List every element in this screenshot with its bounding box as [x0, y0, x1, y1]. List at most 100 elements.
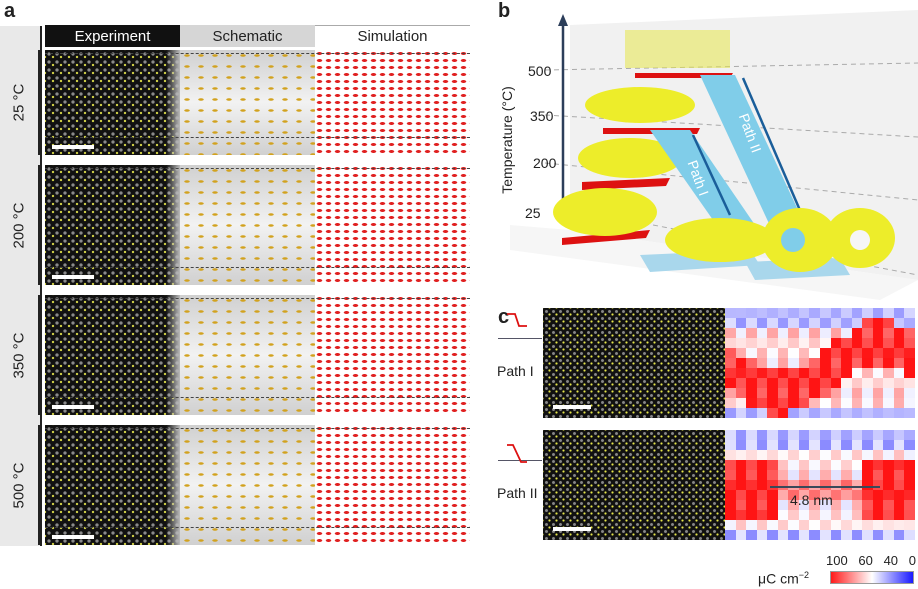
heatmap-cell: [883, 530, 894, 540]
heatmap-cell: [746, 470, 757, 480]
heatmap-cell: [862, 500, 873, 510]
colorbar: [830, 571, 914, 584]
heatmap-cell: [809, 388, 820, 398]
heatmap-cell: [777, 450, 789, 460]
colorbar-unit-text: μC cm: [758, 570, 799, 587]
heatmap-cell: [767, 408, 778, 418]
heatmap-cell: [904, 470, 915, 480]
heatmap-cell: [798, 408, 810, 418]
heatmap-cell: [735, 398, 747, 408]
heatmap-cell: [862, 348, 873, 358]
heatmap-cell: [767, 520, 778, 530]
heatmap-cell: [788, 388, 799, 398]
heatmap-cell: [809, 308, 820, 318]
heatmap-cell: [767, 318, 778, 328]
heatmap-cell: [862, 470, 873, 480]
heatmap-cell: [735, 338, 747, 348]
heatmap-cell: [819, 328, 831, 338]
heatmap-cell: [883, 500, 894, 510]
heatmap-cell: [883, 378, 894, 388]
heatmap-cell: [872, 408, 884, 418]
heatmap-cell: [788, 368, 799, 378]
tick-350: 350: [530, 108, 554, 124]
heatmap-cell: [798, 388, 810, 398]
heatmap-cell: [830, 510, 842, 520]
heatmap-cell: [725, 430, 736, 440]
heatmap-cell: [777, 308, 789, 318]
heatmap-cell: [746, 430, 757, 440]
heatmap-cell: [777, 430, 789, 440]
heatmap-cell: [841, 440, 852, 450]
arrow-icon: [498, 338, 542, 339]
heatmap-cell: [735, 530, 747, 540]
heatmap-cell: [809, 348, 820, 358]
heatmap-cell: [862, 490, 873, 500]
scale-bar: [52, 275, 94, 279]
heatmap-cell: [735, 388, 747, 398]
colorbar-unit: μC cm−2: [758, 570, 809, 587]
heatmap-cell: [862, 430, 873, 440]
heatmap-cell: [841, 470, 852, 480]
heatmap-cell: [767, 398, 778, 408]
heatmap-cell: [809, 430, 820, 440]
heatmap-cell: [904, 490, 915, 500]
heatmap-cell: [746, 460, 757, 470]
heatmap-cell: [872, 500, 884, 510]
boundary-line: [45, 428, 470, 429]
heatmap-cell: [819, 368, 831, 378]
heatmap-cell: [756, 318, 768, 328]
heatmap-cell: [809, 368, 820, 378]
heatmap-cell: [830, 500, 842, 510]
heatmap-cell: [798, 398, 810, 408]
heatmap-cell: [893, 378, 905, 388]
heatmap-cell: [735, 368, 747, 378]
heatmap-cell: [872, 520, 884, 530]
colorbar-ticks: 100 60 40 0: [826, 553, 916, 568]
heatmap-cell: [725, 440, 736, 450]
heatmap-cell: [893, 430, 905, 440]
heatmap-cell: [872, 308, 884, 318]
heatmap-cell: [809, 530, 820, 540]
heatmap-cell: [862, 440, 873, 450]
heatmap-cell: [756, 338, 768, 348]
heatmap-cell: [893, 388, 905, 398]
heatmap-cell: [798, 450, 810, 460]
heatmap-cell: [777, 368, 789, 378]
heatmap-cell: [830, 378, 842, 388]
heatmap-cell: [841, 510, 852, 520]
experiment-image: [543, 430, 725, 540]
heatmap-cell: [788, 308, 799, 318]
heatmap-cell: [862, 450, 873, 460]
heatmap-cell: [735, 328, 747, 338]
boundary-line: [45, 53, 470, 54]
phase-diagram-3d: [510, 10, 918, 300]
heatmap-cell: [777, 338, 789, 348]
heatmap-cell: [798, 318, 810, 328]
heatmap-cell: [841, 378, 852, 388]
heatmap-cell: [851, 398, 863, 408]
heatmap-cell: [725, 490, 736, 500]
panel-c-label: c: [498, 306, 510, 328]
heatmap-cell: [798, 338, 810, 348]
heatmap-cell: [883, 460, 894, 470]
heatmap-cell: [809, 520, 820, 530]
heatmap-cell: [883, 348, 894, 358]
simulation-image: [315, 165, 470, 285]
heatmap-cell: [798, 510, 810, 520]
heatmap-cell: [788, 398, 799, 408]
heatmap-cell: [756, 408, 768, 418]
path-label: Path I: [497, 363, 534, 379]
heatmap-cell: [872, 510, 884, 520]
heatmap-cell: [746, 440, 757, 450]
heatmap-cell: [735, 318, 747, 328]
heatmap-cell: [746, 388, 757, 398]
heatmap-cell: [841, 358, 852, 368]
distance-annotation: 4.8 nm: [790, 492, 833, 508]
heatmap-cell: [798, 440, 810, 450]
heatmap-cell: [735, 378, 747, 388]
heatmap-cell: [883, 328, 894, 338]
heatmap-cell: [830, 338, 842, 348]
heatmap-cell: [756, 388, 768, 398]
heatmap-cell: [862, 368, 873, 378]
polarization-heatmap: [725, 430, 915, 540]
